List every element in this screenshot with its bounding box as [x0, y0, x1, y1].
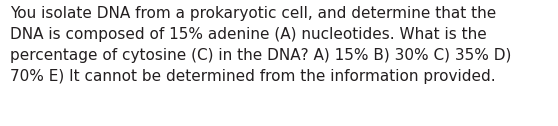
Text: You isolate DNA from a prokaryotic cell, and determine that the
DNA is composed : You isolate DNA from a prokaryotic cell,… [10, 6, 512, 84]
